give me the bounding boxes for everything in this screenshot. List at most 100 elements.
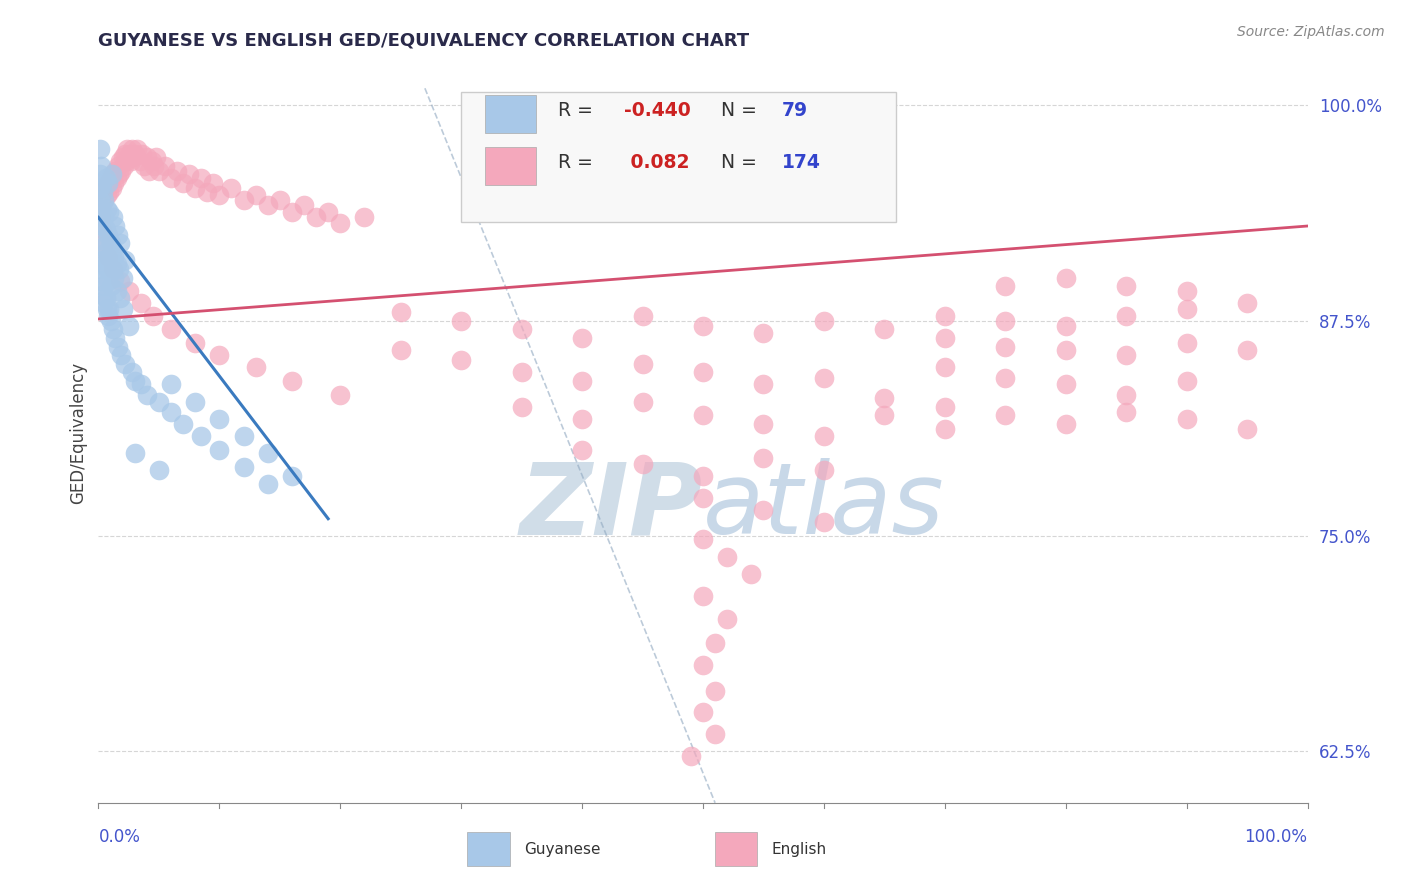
Bar [485,95,536,133]
Point [316,205,339,219]
Point [96,262,118,277]
Point [91,198,114,212]
Point [94,181,117,195]
Point [103,250,125,264]
Point [91,288,114,302]
Point [1175,301,1198,316]
Point [107,159,129,173]
Point [111,150,134,164]
Point [292,198,315,212]
Point [190,429,212,443]
Text: 0.0%: 0.0% [98,828,141,846]
Point [450,314,472,328]
Point [135,388,157,402]
Point [103,176,125,190]
Point [1054,343,1077,357]
Point [1115,405,1137,419]
Point [100,244,122,259]
Point [329,216,352,230]
Point [716,611,738,625]
Point [90,274,112,288]
Point [184,336,207,351]
Point [510,365,533,379]
Point [97,227,120,242]
Point [118,318,141,333]
Point [631,394,654,409]
Point [160,377,183,392]
Point [145,150,167,164]
Point [1115,348,1137,362]
Point [934,422,956,436]
Point [994,409,1017,423]
Point [692,318,714,333]
Point [692,533,714,547]
Point [122,150,145,164]
Point [1054,318,1077,333]
Point [245,360,267,375]
Point [631,457,654,471]
Point [94,170,117,185]
Point [692,409,714,423]
Point [111,270,134,285]
Y-axis label: GED/Equivalency: GED/Equivalency [69,361,87,504]
Point [934,331,956,345]
Point [118,146,141,161]
Point [740,566,762,581]
Point [1115,388,1137,402]
Point [195,185,218,199]
Text: 79: 79 [782,101,807,120]
Point [96,188,118,202]
Point [679,749,702,764]
Point [108,291,131,305]
Point [90,216,112,230]
Point [90,211,112,225]
Point [93,236,115,251]
Point [98,301,121,316]
Point [202,176,225,190]
Point [148,164,170,178]
Point [118,150,141,164]
Point [692,589,714,603]
Point [89,181,111,195]
Point [172,176,194,190]
Point [1236,296,1258,310]
Point [232,460,254,475]
Point [89,142,111,156]
Point [389,305,412,319]
Point [121,142,143,156]
Point [91,222,114,236]
Point [103,270,125,285]
Point [142,309,165,323]
Point [135,150,157,164]
Point [98,205,121,219]
Point [389,343,412,357]
Point [184,394,207,409]
Point [1115,309,1137,323]
Point [100,170,122,185]
Point [108,262,131,277]
Point [873,391,896,405]
Point [107,339,129,353]
Point [107,227,129,242]
Point [112,159,135,173]
Point [208,442,231,457]
Point [143,159,166,173]
Point [281,468,304,483]
Point [94,244,117,259]
Point [104,331,127,345]
Point [114,357,136,371]
Point [1175,412,1198,426]
Point [129,377,152,392]
Point [100,167,122,181]
Point [129,296,152,310]
Point [128,153,150,168]
Point [153,159,176,173]
Point [813,515,835,529]
Point [90,159,112,173]
Point [704,727,727,741]
Text: Guyanese: Guyanese [524,842,600,857]
Point [93,211,115,225]
Point [91,240,114,254]
Point [97,176,120,190]
Point [571,442,593,457]
